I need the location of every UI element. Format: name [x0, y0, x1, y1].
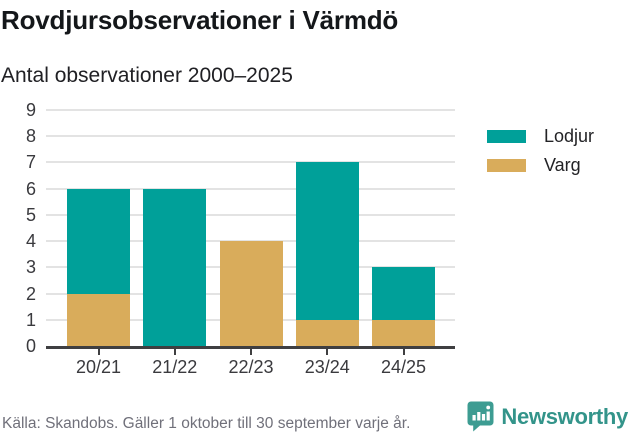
y-tick-label: 6 [25, 178, 36, 199]
y-tick-label: 9 [25, 100, 36, 120]
chart-title: Rovdjursobservationer i Värmdö [1, 5, 399, 35]
newsworthy-wordmark: Newsworthy [501, 404, 628, 429]
gridline [46, 109, 455, 111]
y-tick-label: 0 [25, 336, 36, 356]
y-tick-label: 8 [25, 126, 36, 147]
legend: Lodjur Varg [487, 126, 594, 176]
gridline [46, 161, 455, 164]
bar-segment-varg [372, 319, 435, 346]
bar-segment-varg [67, 293, 130, 346]
gridline [46, 187, 455, 190]
gridline [46, 240, 455, 243]
source-note: Källa: Skandobs. Gäller 1 oktober till 3… [2, 415, 411, 432]
x-tick-label: 21/22 [152, 357, 198, 377]
bar-segment-varg [219, 241, 283, 346]
x-tick-label: 24/25 [380, 357, 427, 377]
bar-segment-lodjur [295, 162, 359, 320]
x-axis-tick [173, 349, 176, 355]
bar-segment-varg [295, 319, 359, 346]
bar-segment-lodjur [372, 267, 435, 320]
legend-swatch-varg [487, 159, 526, 172]
x-axis-tick [97, 349, 100, 355]
x-axis-tick [402, 349, 405, 355]
x-axis-tick [326, 349, 329, 355]
legend-swatch-lodjur [487, 130, 526, 143]
newsworthy-logo[interactable]: Newsworthy [467, 401, 628, 432]
y-tick-label: 1 [25, 309, 36, 330]
legend-label: Lodjur [544, 126, 595, 146]
newsworthy-icon [467, 401, 494, 432]
x-tick-label: 20/21 [75, 357, 122, 377]
y-tick-label: 3 [25, 257, 36, 278]
chart-subtitle: Antal observationer 2000–2025 [1, 64, 293, 87]
y-tick-label: 2 [25, 283, 36, 304]
x-axis-tick [250, 349, 252, 355]
gridline [46, 213, 455, 216]
legend-item: Lodjur [487, 126, 594, 147]
y-tick-label: 7 [25, 152, 36, 173]
y-tick-label: 5 [25, 204, 36, 225]
y-tick-label: 4 [25, 231, 36, 252]
x-tick-label: 23/24 [304, 357, 350, 377]
plot-area [46, 109, 455, 346]
x-axis-line [46, 346, 455, 349]
legend-item: Varg [487, 155, 594, 176]
legend-label: Varg [544, 155, 581, 175]
bar-segment-lodjur [143, 188, 207, 346]
x-tick-label: 22/23 [228, 357, 274, 377]
bar-segment-lodjur [67, 188, 130, 294]
gridline [46, 135, 455, 138]
